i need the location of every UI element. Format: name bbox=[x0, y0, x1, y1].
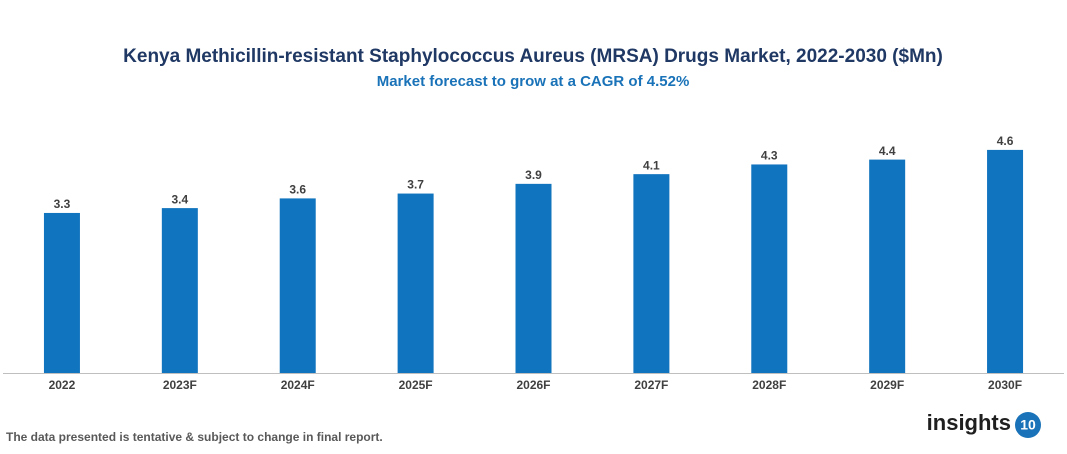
logo-number: 10 bbox=[1020, 417, 1036, 433]
value-label: 4.6 bbox=[997, 134, 1014, 148]
x-tick-label: 2022 bbox=[49, 378, 76, 392]
logo-text: insights bbox=[927, 410, 1011, 435]
bar bbox=[43, 212, 80, 373]
x-tick-label: 2030F bbox=[988, 378, 1022, 392]
value-label: 4.4 bbox=[879, 144, 896, 158]
bar bbox=[751, 164, 788, 373]
chart-title: Kenya Methicillin-resistant Staphylococc… bbox=[123, 46, 943, 67]
x-tick-label: 2025F bbox=[399, 378, 433, 392]
value-label: 4.3 bbox=[761, 149, 778, 163]
x-tick-label: 2024F bbox=[281, 378, 315, 392]
value-label: 3.6 bbox=[289, 183, 306, 197]
value-label: 4.1 bbox=[643, 158, 660, 172]
x-tick-label: 2029F bbox=[870, 378, 904, 392]
value-label: 3.9 bbox=[525, 168, 542, 182]
logo-circle bbox=[1015, 412, 1041, 438]
x-tick-label: 2028F bbox=[752, 378, 786, 392]
value-label: 3.4 bbox=[171, 192, 188, 206]
bar bbox=[869, 159, 906, 373]
bar bbox=[633, 174, 670, 373]
value-label: 3.3 bbox=[54, 197, 71, 211]
chart-subtitle: Market forecast to grow at a CAGR of 4.5… bbox=[377, 73, 690, 90]
footnote: The data presented is tentative & subjec… bbox=[6, 430, 383, 444]
x-tick-label: 2026F bbox=[516, 378, 550, 392]
bar bbox=[397, 193, 434, 373]
x-tick-label: 2023F bbox=[163, 378, 197, 392]
bar bbox=[987, 149, 1024, 373]
bar bbox=[515, 183, 552, 373]
bar bbox=[279, 198, 316, 373]
x-tick-label: 2027F bbox=[634, 378, 668, 392]
value-label: 3.7 bbox=[407, 178, 424, 192]
bar bbox=[161, 208, 198, 373]
